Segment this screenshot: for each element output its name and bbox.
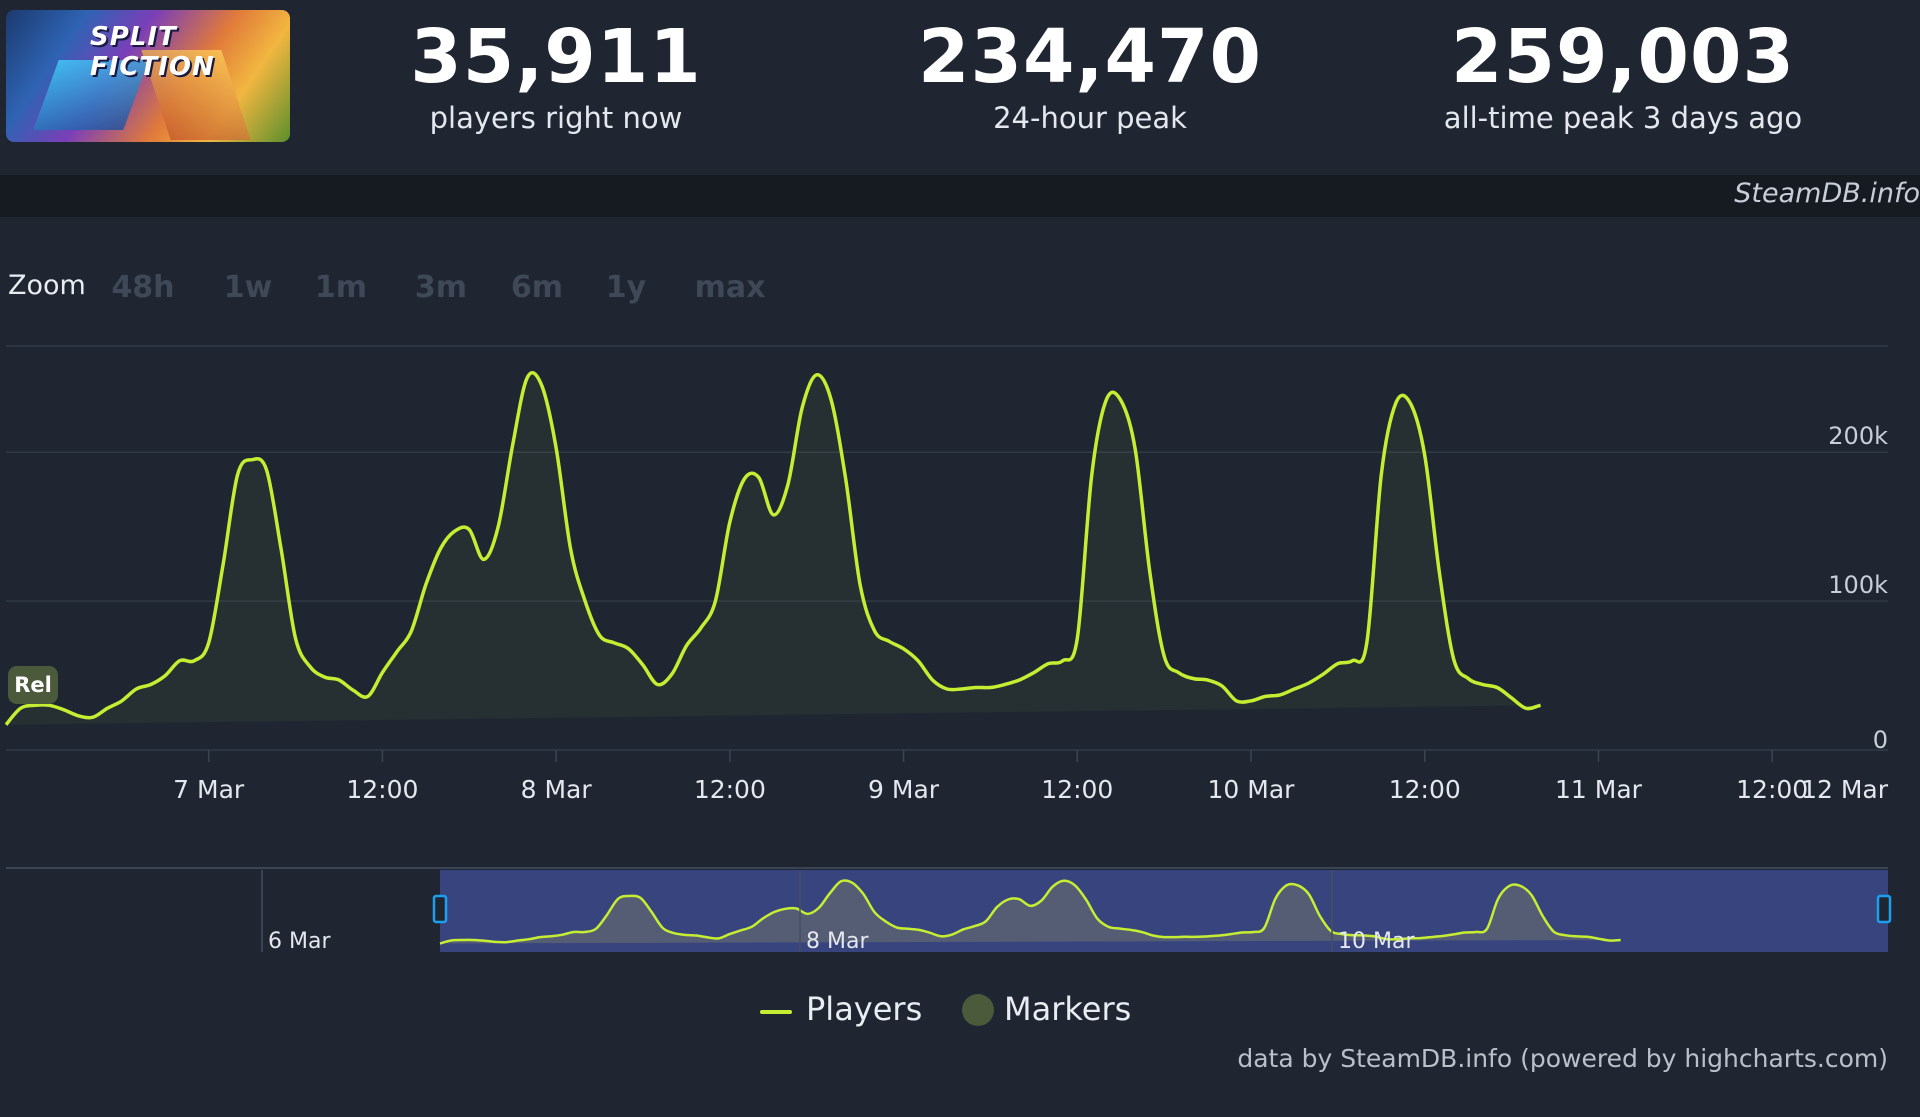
x-tick-label: 12:00	[1389, 775, 1461, 804]
navigator-right-handle[interactable]	[1876, 894, 1892, 924]
zoom-1m-button[interactable]: 1m	[300, 258, 382, 316]
x-tick-label: 12:00	[1736, 775, 1808, 804]
zoom-48h-button[interactable]: 48h	[90, 258, 196, 316]
stat-all-time-peak: 259,003 all-time peak 3 days ago	[1393, 14, 1853, 136]
stat-players-now: 35,911 players right now	[326, 14, 786, 136]
y-tick-label: 100k	[1828, 571, 1888, 599]
zoom-label: Zoom	[8, 270, 86, 301]
release-flag[interactable]: Rel	[8, 666, 58, 704]
zoom-1y-button[interactable]: 1y	[590, 258, 662, 316]
stats-header: SPLIT FICTION 35,911 players right now 2…	[0, 0, 1920, 175]
y-tick-label: 0	[1873, 726, 1888, 754]
navigator-line	[439, 879, 1621, 945]
navigator[interactable]: 6 Mar 8 Mar 10 Mar	[6, 867, 1892, 954]
x-tick-label: 9 Mar	[868, 775, 940, 804]
stat-label: all-time peak 3 days ago	[1443, 101, 1803, 135]
banner-title: SPLIT FICTION	[90, 22, 215, 82]
game-banner[interactable]: SPLIT FICTION	[6, 10, 290, 142]
navigator-area	[440, 880, 1621, 944]
player-count-chart[interactable]: 7 Mar 12:00 8 Mar 12:00 9 Mar 12:00 10 Mar 12:0…	[0, 330, 1920, 970]
x-tick-label: 12:00	[346, 775, 418, 804]
navigator-label: 8 Mar	[806, 929, 869, 954]
stat-label: 24-hour peak	[993, 101, 1187, 135]
players-legend-swatch	[760, 1010, 792, 1014]
x-tick-label: 7 Mar	[173, 775, 245, 804]
stat-label: players right now	[429, 101, 683, 135]
legend-item-players[interactable]: Players	[806, 990, 923, 1028]
zoom-max-button[interactable]: max	[675, 258, 785, 316]
divider-band	[0, 175, 1920, 217]
stat-24h-peak: 234,470 24-hour peak	[860, 14, 1320, 136]
stat-value: 35,911	[410, 14, 702, 100]
navigator-left-handle[interactable]	[432, 894, 448, 924]
x-tick-label: 10 Mar	[1208, 775, 1296, 804]
players-line[interactable]	[4, 371, 1542, 726]
zoom-1w-button[interactable]: 1w	[205, 258, 291, 316]
zoom-6m-button[interactable]: 6m	[494, 258, 580, 316]
y-tick-label: 200k	[1828, 422, 1888, 450]
markers-legend-swatch	[962, 994, 994, 1026]
navigator-label: 10 Mar	[1338, 929, 1415, 954]
x-tick-label: 11 Mar	[1555, 775, 1643, 804]
stat-value: 259,003	[1450, 14, 1796, 100]
x-axis: 7 Mar 12:00 8 Mar 12:00 9 Mar 12:00 10 Mar 12:0…	[173, 750, 1889, 804]
x-tick-label: 12:00	[694, 775, 766, 804]
zoom-3m-button[interactable]: 3m	[398, 258, 484, 316]
players-area	[6, 372, 1541, 725]
legend-item-markers[interactable]: Markers	[1004, 990, 1132, 1028]
release-flag-label: Rel	[14, 673, 52, 697]
y-axis: 0 100k 200k	[1828, 422, 1888, 754]
navigator-label: 6 Mar	[268, 929, 331, 954]
steamdb-watermark: SteamDB.info	[1734, 178, 1920, 209]
x-tick-label: 12:00	[1041, 775, 1113, 804]
chart-credits[interactable]: data by SteamDB.info (powered by highcha…	[1237, 1044, 1888, 1073]
stat-value: 234,470	[917, 14, 1263, 100]
x-tick-label: 12 Mar	[1801, 775, 1889, 804]
chart-grid	[6, 345, 1888, 751]
x-tick-label: 8 Mar	[521, 775, 593, 804]
